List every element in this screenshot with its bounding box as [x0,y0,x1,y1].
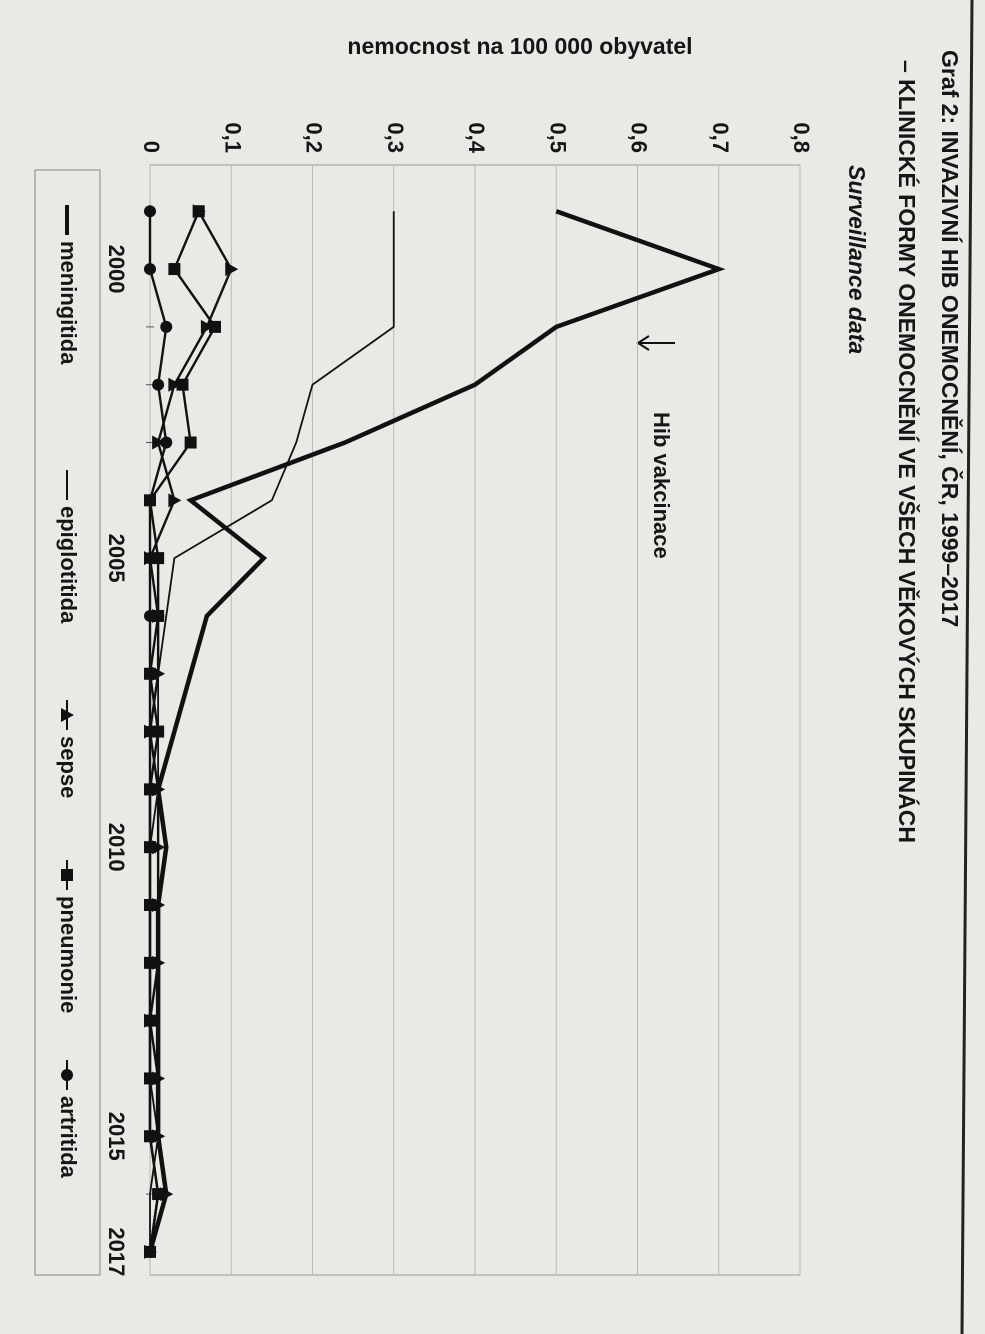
legend-label: artritida [56,1096,81,1179]
y-tick-label: 0,6 [627,122,652,153]
marker [144,841,156,854]
legend-label: meningitida [56,241,81,365]
chart-note: Surveillance data [844,165,870,354]
marker [144,1072,156,1085]
y-axis-title: nemocnost na 100 000 obyvatel [347,33,692,59]
marker [168,493,182,508]
y-tick-label: 0,3 [383,122,408,153]
marker [168,263,181,276]
y-tick-label: 0,5 [545,122,570,153]
y-tick-label: 0,7 [708,122,733,153]
marker [152,435,166,450]
legend-marker [61,869,73,881]
x-tick-label: 2017 [104,1227,129,1276]
rotated-chart: Graf 2: INVAZIVNÍ HIB ONEMOCNĚNÍ, ČR, 19… [34,50,964,1276]
chart-title: Graf 2: INVAZIVNÍ HIB ONEMOCNĚNÍ, ČR, 19… [937,50,964,627]
legend-label: epiglotitida [56,506,81,624]
marker [144,1130,156,1143]
marker [200,319,214,334]
marker [144,899,156,911]
marker [176,378,189,391]
marker [192,205,205,218]
marker [144,667,156,680]
marker [144,783,156,796]
x-tick-label: 2005 [104,534,129,583]
x-tick-label: 2010 [104,823,129,872]
marker [168,377,182,392]
marker [144,1014,156,1027]
legend-box [34,169,101,1276]
x-tick-label: 2000 [104,245,129,294]
x-tick-label: 2015 [104,1112,129,1161]
marker [144,263,156,276]
y-tick-label: 0 [139,141,164,153]
legend-label: sepse [56,736,81,798]
annotation: Hib vakcinace [649,412,674,559]
legend-marker [61,708,74,722]
page-edge [960,0,974,1334]
y-tick-label: 0,2 [302,122,327,153]
legend-marker [61,1069,73,1081]
marker [152,378,165,391]
marker [144,609,156,622]
marker [152,1188,165,1201]
chart-subtitle: – KLINICKÉ FORMY ONEMOCNĚNÍ VE VŠECH VĚK… [894,60,921,843]
marker [144,956,156,969]
marker [184,436,197,449]
y-tick-label: 0,1 [220,122,245,153]
y-tick-label: 0,4 [464,122,489,153]
marker [209,320,221,333]
marker [144,1245,156,1258]
marker [144,494,156,507]
marker [144,552,156,565]
y-tick-label: 0,8 [789,122,814,153]
marker [225,262,239,277]
marker [144,205,156,218]
marker [160,436,173,449]
legend-label: pneumonie [56,896,81,1013]
marker [160,320,173,333]
marker [144,725,156,738]
